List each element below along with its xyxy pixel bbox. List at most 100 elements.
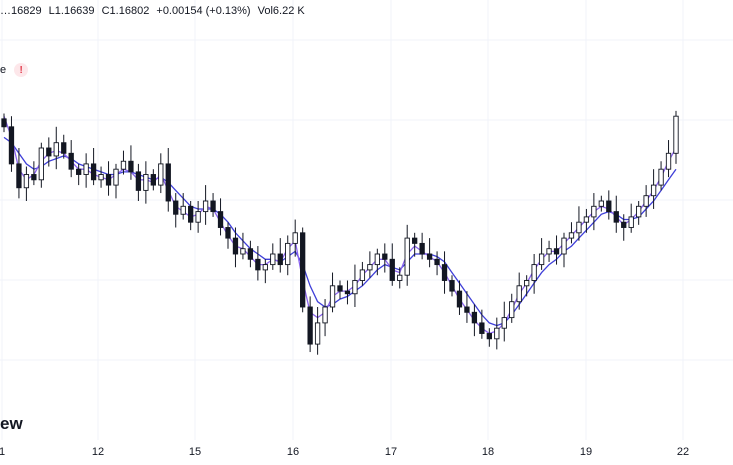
price-plot[interactable] bbox=[0, 0, 733, 440]
candle-body bbox=[120, 160, 127, 170]
candlestick[interactable] bbox=[337, 280, 343, 300]
candlestick[interactable] bbox=[471, 304, 478, 337]
candlestick[interactable] bbox=[120, 150, 127, 175]
candlestick[interactable] bbox=[285, 235, 291, 276]
candlestick[interactable] bbox=[8, 116, 15, 172]
candlestick[interactable] bbox=[426, 238, 433, 268]
candlestick[interactable] bbox=[61, 134, 67, 159]
candlestick[interactable] bbox=[546, 240, 552, 262]
candlestick[interactable] bbox=[583, 208, 590, 233]
candlestick[interactable] bbox=[553, 235, 560, 265]
candlestick[interactable] bbox=[83, 153, 89, 188]
warning-icon[interactable]: ! bbox=[14, 63, 29, 77]
candlestick[interactable] bbox=[180, 193, 186, 220]
chart-pane[interactable]: …16829 L1.16639 C1.16802 +0.00154 (+0.13… bbox=[0, 0, 733, 440]
candlestick[interactable] bbox=[314, 307, 321, 355]
candlestick[interactable] bbox=[621, 214, 627, 241]
candlestick[interactable] bbox=[277, 238, 283, 273]
candlestick[interactable] bbox=[195, 201, 201, 233]
candlestick[interactable] bbox=[516, 272, 522, 310]
indicator-label-row[interactable]: e ! bbox=[0, 63, 29, 77]
candlestick[interactable] bbox=[374, 248, 380, 276]
candlestick[interactable] bbox=[419, 232, 425, 260]
candlestick[interactable] bbox=[561, 232, 567, 268]
candlestick[interactable] bbox=[524, 275, 530, 297]
candlestick[interactable] bbox=[217, 198, 224, 236]
candlestick[interactable] bbox=[16, 148, 22, 199]
candlestick[interactable] bbox=[665, 140, 672, 178]
candlestick[interactable] bbox=[150, 169, 156, 191]
candlestick[interactable] bbox=[53, 126, 59, 170]
candlestick[interactable] bbox=[68, 140, 74, 178]
candlestick[interactable] bbox=[262, 259, 268, 284]
candlestick[interactable] bbox=[509, 293, 515, 323]
candlestick[interactable] bbox=[486, 328, 492, 347]
candlestick[interactable] bbox=[188, 201, 194, 231]
candlestick[interactable] bbox=[643, 185, 649, 217]
candlestick[interactable] bbox=[367, 251, 373, 278]
candlestick[interactable] bbox=[307, 296, 313, 353]
candlestick[interactable] bbox=[128, 145, 134, 180]
candlestick[interactable] bbox=[501, 301, 507, 342]
candlestick[interactable] bbox=[255, 246, 261, 281]
candlestick[interactable] bbox=[135, 163, 142, 201]
candlestick[interactable] bbox=[494, 317, 500, 350]
candlestick[interactable] bbox=[382, 243, 388, 273]
candlestick[interactable] bbox=[434, 251, 440, 276]
candlestick[interactable] bbox=[598, 195, 604, 212]
candle-body bbox=[494, 327, 500, 340]
candlestick[interactable] bbox=[673, 110, 679, 164]
candlestick[interactable] bbox=[1, 113, 7, 133]
candlestick[interactable] bbox=[76, 163, 82, 186]
candlestick[interactable] bbox=[568, 222, 575, 244]
candlestick[interactable] bbox=[613, 195, 619, 233]
candlestick[interactable] bbox=[591, 193, 597, 231]
candlestick[interactable] bbox=[322, 299, 328, 337]
candlestick[interactable] bbox=[352, 264, 358, 307]
candlestick[interactable] bbox=[202, 185, 209, 225]
candlestick[interactable] bbox=[210, 193, 216, 217]
candlestick[interactable] bbox=[165, 148, 171, 212]
time-axis[interactable]: 1 12 15 16 17 18 19 22 bbox=[0, 440, 733, 465]
candlestick[interactable] bbox=[404, 224, 410, 286]
candlestick[interactable] bbox=[389, 243, 395, 286]
candlestick[interactable] bbox=[158, 153, 164, 194]
candlestick[interactable] bbox=[113, 163, 119, 199]
candlestick[interactable] bbox=[240, 232, 246, 260]
candlestick[interactable] bbox=[225, 222, 231, 249]
candle-body bbox=[636, 205, 642, 218]
candle-body bbox=[650, 184, 657, 197]
candlestick[interactable] bbox=[412, 232, 418, 257]
candlestick[interactable] bbox=[441, 251, 448, 294]
candlestick[interactable] bbox=[606, 190, 612, 220]
candlestick[interactable] bbox=[576, 206, 582, 241]
candlestick[interactable] bbox=[270, 243, 276, 270]
candlestick[interactable] bbox=[628, 203, 634, 233]
candlestick[interactable] bbox=[23, 166, 30, 201]
candlestick[interactable] bbox=[98, 166, 104, 188]
candlestick[interactable] bbox=[344, 280, 351, 305]
candlestick[interactable] bbox=[456, 280, 463, 315]
candlestick[interactable] bbox=[173, 193, 179, 228]
candlestick[interactable] bbox=[397, 267, 403, 289]
candlestick[interactable] bbox=[359, 261, 366, 286]
candlestick[interactable] bbox=[31, 161, 37, 186]
candlestick[interactable] bbox=[464, 291, 470, 323]
candlestick[interactable] bbox=[650, 169, 657, 209]
candlestick[interactable] bbox=[531, 254, 537, 294]
candlestick[interactable] bbox=[247, 240, 254, 268]
candlestick[interactable] bbox=[300, 227, 306, 313]
candlestick[interactable] bbox=[105, 161, 112, 196]
candlestick[interactable] bbox=[636, 201, 642, 225]
candlestick[interactable] bbox=[143, 161, 149, 204]
candlestick[interactable] bbox=[232, 227, 239, 268]
candlestick[interactable] bbox=[292, 219, 298, 257]
candlestick[interactable] bbox=[449, 275, 455, 297]
candlestick[interactable] bbox=[46, 137, 52, 167]
candlestick[interactable] bbox=[329, 272, 336, 313]
candlestick[interactable] bbox=[90, 148, 97, 186]
candlestick[interactable] bbox=[479, 309, 485, 339]
candlestick[interactable] bbox=[538, 238, 545, 270]
candlestick[interactable] bbox=[658, 161, 664, 191]
candlestick[interactable] bbox=[38, 142, 44, 188]
